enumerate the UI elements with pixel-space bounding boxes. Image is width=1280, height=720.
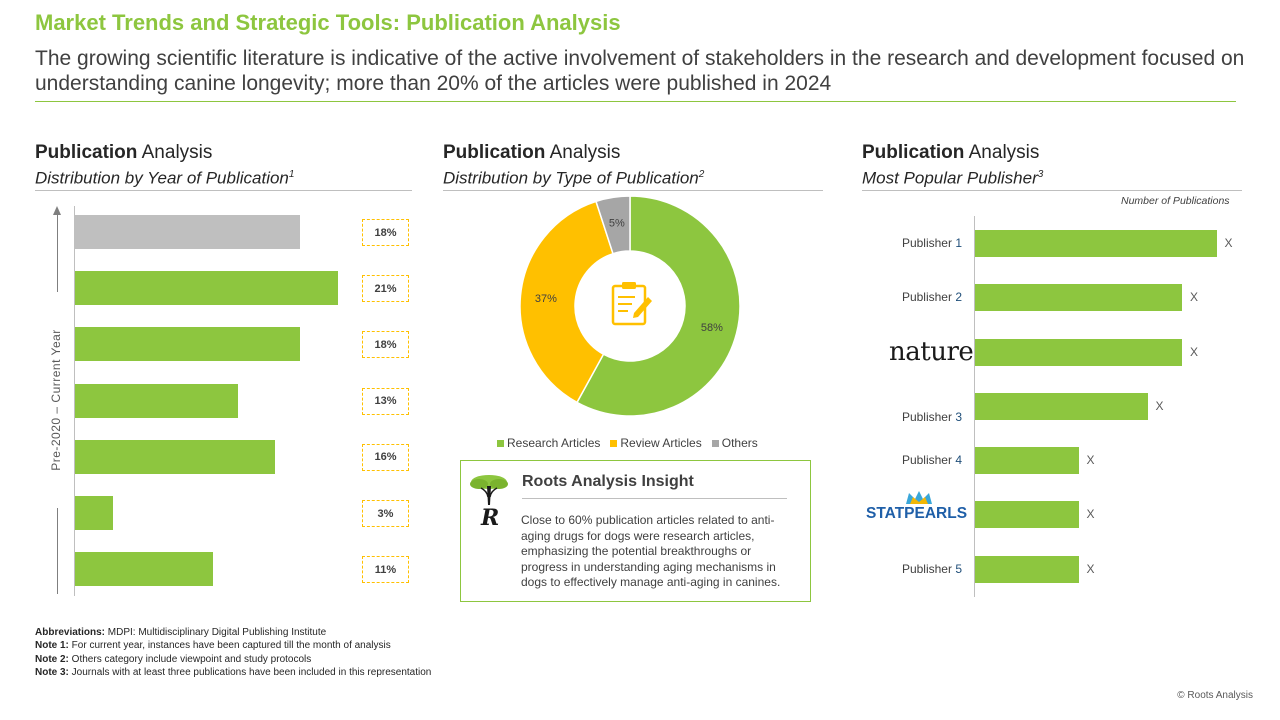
donut-slice-research: [575, 196, 740, 416]
publisher-bar: [975, 230, 1217, 257]
year-axis-label: Pre-2020 – Current Year: [49, 329, 63, 471]
note-1: Note 1: For current year, instances have…: [35, 640, 391, 652]
axis-arrow-line: [57, 214, 58, 292]
publisher-bar: [975, 501, 1079, 528]
publisher-category-label: Publisher 5: [901, 562, 962, 576]
axis-arrow-up-icon: [53, 206, 61, 215]
year-bar-value-label: 18%: [362, 331, 409, 359]
publisher-unit-label: Number of Publications: [1121, 195, 1230, 207]
year-bar-value-label: 11%: [362, 556, 409, 584]
insight-title: Roots Analysis Insight: [522, 473, 694, 490]
type-panel-subtitle: Distribution by Type of Publication2: [443, 168, 705, 188]
donut-label-research: 58%: [701, 322, 723, 334]
page-subtitle: The growing scientific literature is ind…: [35, 47, 1245, 95]
statpearls-wordmark: STATPEARLS: [866, 505, 968, 522]
insight-text: Close to 60% publication articles relate…: [521, 513, 781, 589]
donut-label-review: 37%: [535, 293, 557, 305]
note-abbreviations: Abbreviations: MDPI: Multidisciplinary D…: [35, 627, 327, 638]
year-chart-axis: [74, 206, 75, 596]
year-bar-value-label: 18%: [362, 219, 409, 246]
publisher-panel-subtitle: Most Popular Publisher3: [862, 168, 1044, 188]
axis-arrow-line-lower: [57, 508, 58, 594]
publisher-bar: [975, 447, 1079, 474]
page-title: Market Trends and Strategic Tools: Publi…: [35, 10, 621, 35]
publisher-bar: [975, 284, 1182, 311]
publisher-bar-value-label: X: [1086, 507, 1095, 521]
publisher-bar-value-label: X: [1224, 236, 1233, 250]
publisher-panel-divider: [862, 190, 1242, 191]
year-bar-value-label: 3%: [362, 500, 409, 527]
type-panel-title: Publication Analysis: [443, 142, 621, 163]
note-3: Note 3: Journals with at least three pub…: [35, 666, 432, 678]
publisher-bar: [975, 556, 1079, 583]
legend-item-research: Research Articles: [497, 436, 600, 450]
publisher-bar: [975, 393, 1148, 420]
publisher-bar-value-label: X: [1086, 562, 1095, 576]
year-bar: [75, 215, 301, 249]
publisher-bar-value-label: X: [1155, 399, 1164, 413]
year-bar: [75, 271, 338, 306]
roots-tree-logo-icon: R: [470, 475, 508, 527]
clipboard-edit-icon: [611, 282, 652, 326]
legend-swatch-others: [711, 439, 719, 447]
donut-label-others: 5%: [609, 218, 625, 230]
publisher-bar-value-label: X: [1086, 453, 1095, 467]
publisher-category-label: Publisher 3: [901, 410, 962, 424]
publisher-panel-title: Publication Analysis: [862, 142, 1040, 163]
donut-legend: Research Articles Review Articles Others: [497, 436, 758, 450]
publisher-category-label: Publisher 1: [901, 236, 962, 250]
year-bar: [75, 496, 113, 530]
legend-item-review: Review Articles: [610, 436, 702, 450]
year-panel-subtitle: Distribution by Year of Publication1: [35, 168, 295, 188]
publisher-category-label: Publisher 2: [901, 290, 962, 304]
type-donut-chart: 58% 37% 5%: [520, 196, 740, 416]
donut-slice-others: [595, 196, 631, 255]
donut-slice-review: [520, 200, 614, 404]
type-panel-divider: [443, 190, 823, 191]
year-bar: [75, 552, 213, 587]
statpearls-logo: STATPEARLS: [866, 490, 968, 522]
crown-icon: [906, 491, 932, 504]
insight-box: R Roots Analysis Insight Close to 60% pu…: [460, 460, 811, 602]
publisher-panel-heading: Publication Analysis Most Popular Publis…: [862, 142, 1043, 190]
year-bar: [75, 439, 276, 474]
year-panel-title: Publication Analysis: [35, 142, 213, 163]
legend-swatch-review: [610, 439, 618, 447]
publisher-bar-value-label: X: [1190, 290, 1199, 304]
svg-text:R: R: [480, 505, 499, 527]
copyright: © Roots Analysis: [1177, 690, 1253, 701]
year-bar-value-label: 21%: [362, 275, 409, 303]
publisher-bar: [975, 339, 1182, 366]
legend-item-others: Others: [711, 436, 758, 450]
publisher-bar-value-label: X: [1190, 345, 1199, 359]
year-panel-divider: [35, 190, 412, 191]
note-2: Note 2: Others category include viewpoin…: [35, 653, 312, 665]
title-divider: [35, 101, 1236, 102]
publisher-category-label: Publisher 4: [901, 453, 962, 467]
year-bar: [75, 327, 301, 362]
insight-divider: [522, 498, 787, 499]
publisher-chart-axis: [974, 216, 975, 597]
year-panel-heading: Publication Analysis Distribution by Yea…: [35, 142, 294, 190]
nature-logo: nature: [889, 337, 974, 367]
year-bar-value-label: 13%: [362, 387, 409, 415]
year-bar: [75, 383, 238, 418]
type-panel-heading: Publication Analysis Distribution by Typ…: [443, 142, 704, 190]
legend-swatch-research: [497, 439, 504, 447]
footnotes: Abbreviations: MDPI: Multidisciplinary D…: [35, 626, 431, 679]
year-bar-value-label: 16%: [362, 443, 409, 471]
